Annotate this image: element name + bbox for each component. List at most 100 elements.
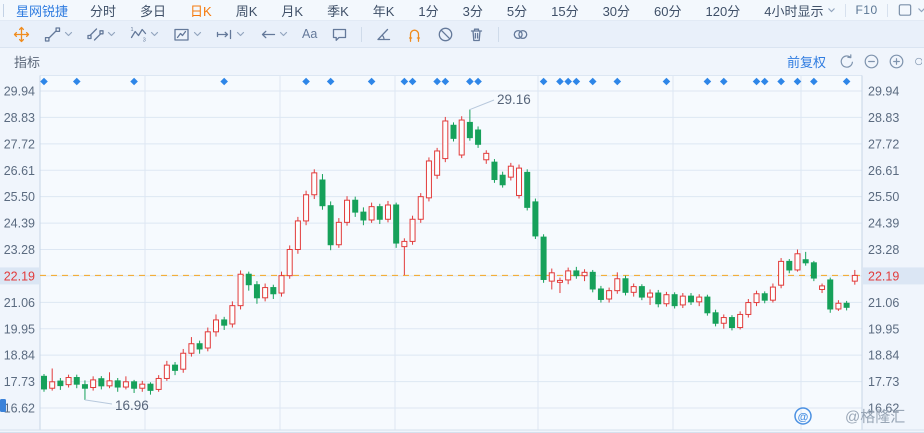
candle xyxy=(131,381,138,389)
period-tab-15分[interactable]: 15分 xyxy=(551,3,579,19)
delete-drawings-icon[interactable] xyxy=(468,26,485,43)
channel-tool-icon[interactable] xyxy=(87,26,116,43)
candle xyxy=(163,364,170,379)
period-tab-分时[interactable]: 分时 xyxy=(90,3,117,19)
price-tick: 21.06 xyxy=(868,296,899,310)
text-tool-icon[interactable]: Aa xyxy=(302,27,317,41)
chevron-down-icon xyxy=(828,8,836,13)
event-diamond-icon xyxy=(130,77,138,86)
period-tab-年K[interactable]: 年K xyxy=(372,3,395,19)
candle xyxy=(425,160,432,199)
candle xyxy=(499,174,506,186)
angle-tool-icon[interactable] xyxy=(375,26,392,43)
period-tab-4小时[interactable]: 4小时 xyxy=(764,3,798,19)
candle xyxy=(311,172,318,196)
period-tabs: 分时 多日 日K 周K 月K 季K 年K 1分 3分 5分 15分 30分 60分 120分 4小时 xyxy=(90,1,797,20)
event-diamond-icon xyxy=(220,77,228,86)
candle xyxy=(376,206,383,220)
display-menu-label: 显示 xyxy=(797,3,824,19)
price-tick: 28.83 xyxy=(868,111,899,125)
price-tick: 21.06 xyxy=(4,296,35,310)
candle xyxy=(638,286,645,298)
event-diamond-icon xyxy=(400,77,409,86)
chevron-down-icon xyxy=(107,31,116,37)
compare-tool-icon[interactable] xyxy=(512,26,529,43)
move-tool-icon[interactable] xyxy=(13,26,30,43)
layout-menu[interactable] xyxy=(897,2,924,18)
comment-tool-icon[interactable] xyxy=(331,26,348,43)
period-tab-5分[interactable]: 5分 xyxy=(506,3,528,19)
period-tab-多日[interactable]: 多日 xyxy=(140,3,167,19)
extend-line-tool-icon[interactable] xyxy=(216,26,245,43)
candle xyxy=(41,375,47,390)
display-menu[interactable]: 显示 xyxy=(797,1,836,20)
event-diamond-icon xyxy=(556,77,564,86)
period-tab-周K[interactable]: 周K xyxy=(235,3,258,19)
candle xyxy=(286,248,293,277)
period-tab-1分[interactable]: 1分 xyxy=(418,3,439,19)
chevron-down-icon xyxy=(193,31,202,37)
candle xyxy=(573,270,580,277)
partial-circle-icon[interactable] xyxy=(913,53,922,70)
candle xyxy=(73,377,80,385)
candle xyxy=(360,211,367,221)
svg-text:1: 1 xyxy=(131,27,134,33)
price-tick: 24.39 xyxy=(868,217,899,231)
event-diamond-icon xyxy=(662,77,671,86)
candle xyxy=(540,236,547,280)
trendline-tool-icon[interactable] xyxy=(44,26,73,43)
zoom-out-icon[interactable] xyxy=(863,53,880,70)
reset-view-icon[interactable] xyxy=(838,53,855,70)
price-tick: 25.50 xyxy=(868,190,899,204)
layout-square-icon xyxy=(897,2,913,18)
period-tab-30分[interactable]: 30分 xyxy=(602,3,631,19)
candle xyxy=(827,279,834,310)
stock-name[interactable]: 星网锐捷 xyxy=(16,3,69,19)
candle xyxy=(401,240,408,248)
price-tick: 23.28 xyxy=(868,243,899,257)
arrow-tool-icon[interactable] xyxy=(259,26,288,43)
adjustment-button[interactable]: 前复权 xyxy=(786,55,826,70)
indicator-button[interactable]: 指标 xyxy=(14,55,41,70)
event-diamond-icon xyxy=(367,77,376,86)
candle xyxy=(106,380,113,387)
candle xyxy=(753,293,760,304)
period-tab-120分[interactable]: 120分 xyxy=(705,3,741,19)
event-diamond-icon xyxy=(564,77,572,86)
f10-button[interactable]: F10 xyxy=(855,3,878,17)
candle xyxy=(90,379,97,389)
hide-drawings-icon[interactable] xyxy=(437,26,454,43)
candle xyxy=(172,364,179,371)
candle xyxy=(794,253,801,271)
period-tab-季K[interactable]: 季K xyxy=(327,3,349,19)
candle xyxy=(761,293,768,301)
period-tab-3分[interactable]: 3分 xyxy=(462,3,483,19)
toolbar-separator xyxy=(361,26,363,42)
period-tab-日K[interactable]: 日K xyxy=(190,3,212,19)
event-diamond-icon xyxy=(326,77,335,86)
candle xyxy=(483,152,490,161)
period-tab-60分[interactable]: 60分 xyxy=(654,3,682,19)
candle xyxy=(835,302,842,310)
price-tick: 29.94 xyxy=(4,85,35,99)
event-diamond-icon xyxy=(474,77,482,86)
candle xyxy=(319,179,326,207)
candle xyxy=(614,278,621,292)
candle xyxy=(745,302,752,315)
event-markers[interactable] xyxy=(40,77,851,86)
event-diamond-icon xyxy=(719,77,728,86)
candle xyxy=(491,161,498,181)
candle xyxy=(212,319,219,333)
candle xyxy=(237,273,244,307)
zoom-in-icon[interactable] xyxy=(888,53,905,70)
event-diamond-icon xyxy=(572,77,581,86)
price-tick: 18.84 xyxy=(4,349,35,363)
candlestick-chart[interactable]: 29.16 16.96 29.94 28.83 27.72 26.61 25.50 24.39… xyxy=(0,48,924,433)
last-price-tick: 22.19 xyxy=(868,269,899,283)
pattern-tool-icon[interactable] xyxy=(173,26,202,43)
candle xyxy=(122,381,129,388)
magnet-tool-icon[interactable] xyxy=(406,26,423,43)
period-tab-月K[interactable]: 月K xyxy=(281,3,304,19)
last-price-tick: 22.19 xyxy=(4,269,35,283)
